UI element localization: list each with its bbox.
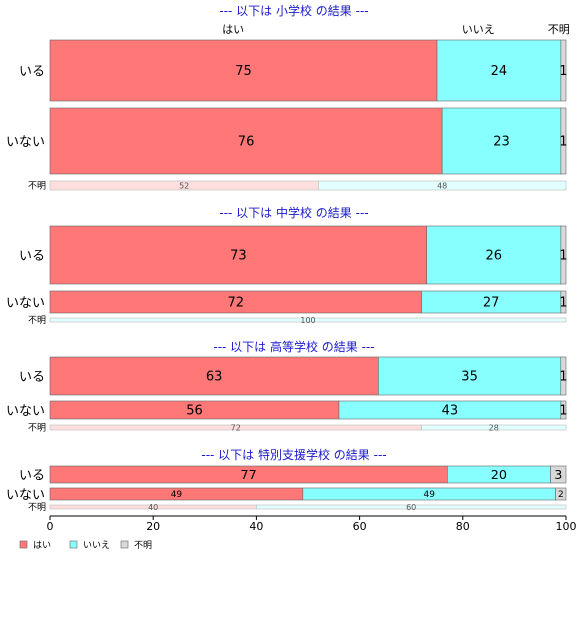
bar-segment: [49, 317, 567, 323]
category-header: 不明: [548, 23, 570, 36]
row-label: いる: [19, 249, 45, 264]
row-label: 不明: [28, 502, 46, 513]
row-label: いない: [6, 135, 45, 150]
bar-segment: [426, 225, 562, 285]
x-tick-label: 0: [47, 520, 54, 533]
category-header: いいえ: [462, 23, 495, 36]
bar-value-label: 1: [559, 296, 567, 311]
legend-label: いいえ: [83, 540, 110, 551]
row-label: いない: [6, 488, 45, 503]
bar-value-label: 23: [493, 135, 510, 150]
panel-title: --- 以下は 小学校 の結果 ---: [219, 3, 368, 18]
panel-title: --- 以下は 特別支援学校 の結果 ---: [201, 447, 386, 462]
x-tick-label: 80: [456, 520, 470, 533]
legend-label: 不明: [134, 540, 152, 551]
bar-value-label: 56: [186, 404, 203, 419]
bar-segment: [560, 107, 567, 175]
bar-value-label: 52: [179, 181, 189, 190]
bar-value-label: 76: [238, 135, 255, 150]
legend-swatch: [69, 540, 78, 549]
bar-segment: [49, 39, 438, 102]
bar-segment: [436, 39, 562, 102]
bar-segment: [560, 400, 567, 420]
bar-segment: [550, 465, 567, 484]
row-label: いる: [19, 469, 45, 484]
legend-label: はい: [33, 540, 51, 551]
category-header: はい: [222, 23, 244, 36]
bar-value-label: 1: [559, 404, 567, 419]
bar-segment: [421, 424, 567, 431]
row-label: 不明: [28, 315, 46, 326]
bar-segment: [318, 180, 567, 191]
x-tick-label: 100: [556, 520, 577, 533]
bar-value-label: 1: [559, 64, 567, 79]
bar-value-label: 49: [424, 490, 436, 500]
bar-value-label: 24: [491, 64, 508, 79]
bar-value-label: 35: [461, 370, 478, 385]
bar-value-label: 72: [227, 296, 244, 311]
x-tick-label: 40: [249, 520, 263, 533]
bar-value-label: 28: [489, 423, 499, 432]
row-label: 不明: [28, 423, 46, 434]
bar-value-label: 77: [241, 468, 257, 483]
bar-value-label: 43: [442, 404, 459, 419]
row-label: いる: [19, 370, 45, 385]
bar-segment: [560, 39, 567, 102]
bar-value-label: 26: [485, 249, 502, 264]
bar-value-label: 20: [491, 468, 507, 483]
bar-value-label: 75: [235, 64, 252, 79]
bar-segment: [555, 487, 567, 501]
bar-value-label: 49: [171, 490, 183, 500]
bar-segment: [49, 225, 427, 285]
bar-value-label: 48: [437, 181, 447, 190]
row-label: いない: [6, 404, 45, 419]
bar-segment: [560, 225, 567, 285]
bar-value-label: 27: [483, 296, 500, 311]
row-label: 不明: [28, 181, 46, 192]
bar-value-label: 63: [206, 370, 223, 385]
panel-title: --- 以下は 中学校 の結果 ---: [219, 205, 368, 220]
bar-segment: [49, 356, 379, 396]
bar-value-label: 60: [406, 503, 416, 512]
bar-segment: [378, 356, 562, 396]
bar-value-label: 73: [230, 249, 247, 264]
legend-swatch: [19, 540, 28, 549]
bar-value-label: 3: [554, 468, 562, 483]
row-label: いる: [19, 65, 45, 80]
legend-swatch: [120, 540, 129, 549]
bar-value-label: 2: [558, 490, 564, 500]
bar-segment: [441, 107, 562, 175]
bar-segment: [256, 504, 567, 510]
bar-value-label: 1: [559, 249, 567, 264]
x-tick-label: 60: [353, 520, 367, 533]
bar-value-label: 40: [148, 503, 158, 512]
bar-segment: [560, 356, 567, 396]
bar-value-label: 100: [300, 316, 315, 325]
bar-segment: [560, 290, 567, 314]
bar-value-label: 1: [559, 370, 567, 385]
panel-title: --- 以下は 高等学校 の結果 ---: [213, 339, 374, 354]
bar-value-label: 1: [559, 135, 567, 150]
bar-value-label: 72: [231, 423, 241, 432]
x-tick-label: 20: [146, 520, 160, 533]
row-label: いない: [6, 296, 45, 311]
